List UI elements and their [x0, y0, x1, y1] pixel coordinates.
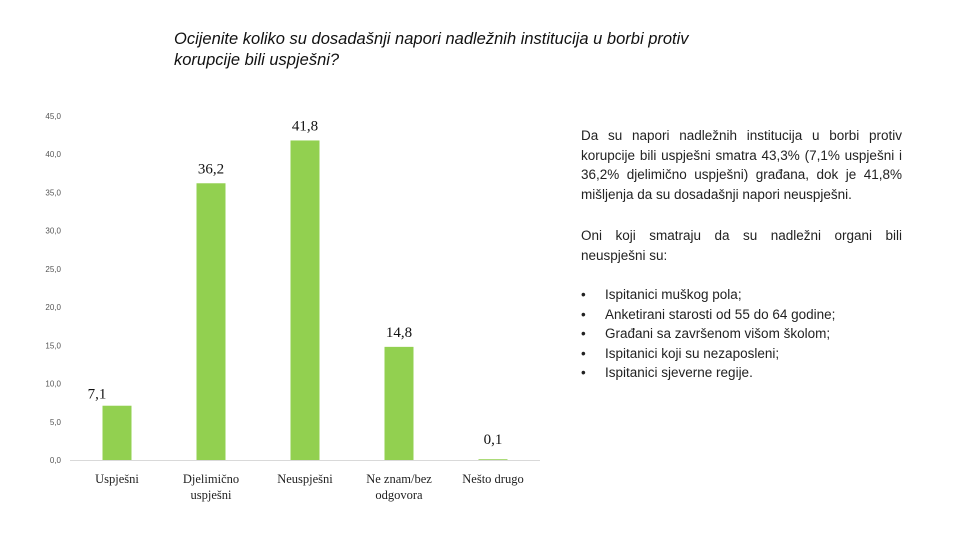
bullet-item: Ispitanici koji su nezaposleni;	[581, 344, 902, 364]
data-label: 36,2	[198, 161, 224, 177]
bar-chart: 0,0 5,0 10,0 15,0 20,0 25,0 30,0 35,0 40,0 45,0 7,…	[45, 112, 540, 502]
bar	[384, 346, 414, 460]
x-tick-label: Uspješni	[95, 472, 139, 486]
data-label: 41,8	[292, 118, 318, 134]
x-tick-label: Djelimično uspješni	[183, 472, 239, 502]
y-tick-label: 0,0	[50, 456, 62, 465]
x-tick-label: Nešto drugo	[462, 472, 523, 486]
y-tick-label: 20,0	[45, 303, 61, 312]
data-label: 14,8	[386, 325, 412, 341]
y-tick-label: 35,0	[45, 188, 61, 197]
y-tick-label: 30,0	[45, 227, 61, 236]
data-label: 0,1	[484, 432, 503, 448]
bullet-item: Anketirani starosti od 55 do 64 godine;	[581, 305, 902, 325]
y-tick-label: 45,0	[45, 112, 61, 121]
y-tick-label: 25,0	[45, 265, 61, 274]
summary-paragraph-2: Oni koji smatraju da su nadležni organi …	[581, 228, 902, 263]
y-tick-label: 5,0	[50, 418, 62, 427]
bar	[102, 405, 132, 460]
bar	[290, 140, 320, 460]
bar	[196, 183, 226, 460]
summary-paragraph: Da su napori nadležnih institucija u bor…	[581, 128, 902, 202]
bullet-item: Građani sa završenom višom školom;	[581, 324, 902, 344]
bullet-item: Ispitanici sjeverne regije.	[581, 363, 902, 383]
bullet-item: Ispitanici muškog pola;	[581, 285, 902, 305]
data-label: 7,1	[88, 387, 107, 403]
summary-panel: Da su napori nadležnih institucija u bor…	[581, 126, 902, 383]
bar	[478, 459, 508, 460]
y-tick-label: 15,0	[45, 341, 61, 350]
chart-title: Ocijenite koliko su dosadašnji napori na…	[174, 30, 689, 69]
x-tick-label: Neuspješni	[277, 472, 333, 486]
y-tick-label: 40,0	[45, 150, 61, 159]
x-tick-label: Ne znam/bez odgovora	[366, 472, 432, 502]
y-tick-label: 10,0	[45, 380, 61, 389]
bullet-list: Ispitanici muškog pola; Anketirani staro…	[581, 285, 902, 383]
